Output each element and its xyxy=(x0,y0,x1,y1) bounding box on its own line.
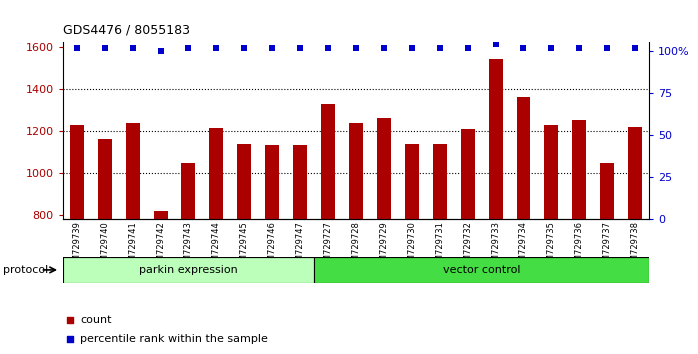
Point xyxy=(434,45,445,51)
Bar xyxy=(544,125,558,219)
Point xyxy=(295,45,306,51)
Bar xyxy=(572,120,586,219)
Point xyxy=(183,45,194,51)
Bar xyxy=(98,139,112,219)
Bar xyxy=(628,127,642,219)
Point xyxy=(602,45,613,51)
Text: GDS4476 / 8055183: GDS4476 / 8055183 xyxy=(63,23,190,36)
Bar xyxy=(237,144,251,219)
Bar xyxy=(377,118,391,219)
Bar xyxy=(70,125,84,219)
Point xyxy=(127,45,138,51)
Text: parkin expression: parkin expression xyxy=(139,265,238,275)
Point xyxy=(64,317,75,323)
Point xyxy=(211,45,222,51)
Point xyxy=(71,45,82,51)
Bar xyxy=(293,145,307,219)
Point xyxy=(462,45,473,51)
Bar xyxy=(600,162,614,219)
Bar xyxy=(63,257,314,283)
Point xyxy=(406,45,417,51)
Point xyxy=(546,45,557,51)
Point xyxy=(64,336,75,341)
Point xyxy=(350,45,362,51)
Point xyxy=(239,45,250,51)
Point xyxy=(378,45,389,51)
Bar xyxy=(126,122,140,219)
Bar xyxy=(209,128,223,219)
Bar xyxy=(314,257,649,283)
Bar xyxy=(181,162,195,219)
Point xyxy=(574,45,585,51)
Bar xyxy=(265,145,279,219)
Bar xyxy=(405,144,419,219)
Point xyxy=(322,45,334,51)
Point xyxy=(630,45,641,51)
Text: count: count xyxy=(80,315,112,325)
Bar xyxy=(349,122,363,219)
Bar xyxy=(461,129,475,219)
Bar xyxy=(517,97,530,219)
Point xyxy=(490,41,501,47)
Text: percentile rank within the sample: percentile rank within the sample xyxy=(80,333,268,344)
Text: vector control: vector control xyxy=(443,265,521,275)
Text: protocol: protocol xyxy=(3,265,49,275)
Point xyxy=(155,48,166,54)
Bar xyxy=(489,59,503,219)
Point xyxy=(518,45,529,51)
Bar xyxy=(321,104,335,219)
Bar xyxy=(154,211,168,219)
Point xyxy=(99,45,110,51)
Bar xyxy=(433,144,447,219)
Point xyxy=(267,45,278,51)
